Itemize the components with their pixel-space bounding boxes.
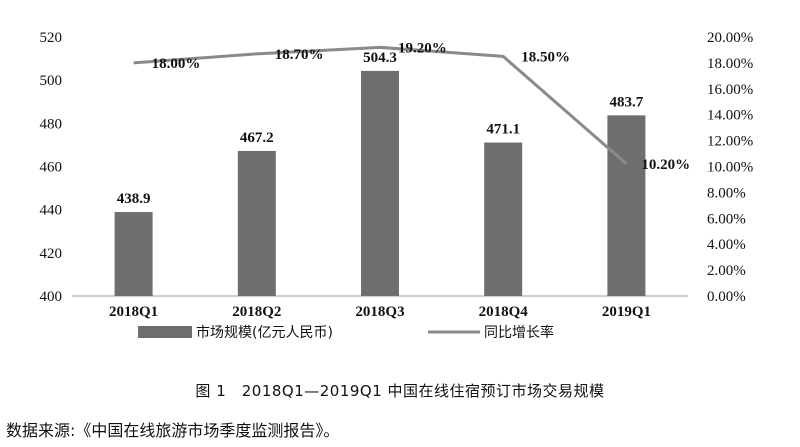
bar-value-label: 467.2	[240, 130, 274, 146]
bar	[484, 142, 523, 296]
y-left-tick-label: 440	[40, 203, 63, 219]
y-right-tick-label: 10.00%	[707, 160, 753, 176]
legend-bar-label: 市场规模(亿元人民币)	[196, 324, 333, 341]
legend-bar-swatch	[138, 326, 192, 338]
data-source-note: 数据来源:《中国在线旅游市场季度监测报告》。	[6, 421, 340, 440]
bar	[114, 212, 153, 296]
bar-value-label: 483.7	[610, 94, 644, 110]
line-value-label: 18.50%	[521, 49, 570, 65]
x-tick-label: 2018Q2	[232, 304, 281, 320]
x-tick-label: 2018Q3	[355, 304, 404, 320]
bar-value-label: 504.3	[363, 50, 397, 66]
y-right-tick-label: 2.00%	[707, 263, 746, 279]
y-right-tick-label: 20.00%	[707, 30, 753, 46]
x-tick-label: 2018Q1	[109, 304, 158, 320]
legend-line-label: 同比增长率	[484, 324, 554, 341]
figure-caption: 图 1 2018Q1—2019Q1 中国在线住宿预订市场交易规模	[195, 382, 605, 400]
y-right-tick-label: 12.00%	[707, 134, 753, 150]
y-right-tick-label: 6.00%	[707, 211, 746, 227]
y-left-tick-label: 460	[40, 160, 63, 176]
x-tick-label: 2018Q4	[479, 304, 529, 320]
bar	[361, 70, 399, 296]
bar	[607, 115, 646, 296]
line-value-label: 18.70%	[275, 47, 324, 63]
y-right-tick-label: 8.00%	[707, 185, 746, 201]
y-right-tick-label: 0.00%	[707, 289, 746, 305]
y-left-tick-label: 520	[40, 30, 63, 46]
x-tick-label: 2019Q1	[602, 304, 651, 320]
y-right-tick-label: 4.00%	[707, 237, 746, 253]
y-left-tick-label: 420	[40, 246, 63, 262]
bar	[237, 150, 276, 296]
y-left-tick-label: 480	[40, 116, 63, 132]
line-value-label: 10.20%	[641, 157, 690, 173]
y-right-tick-label: 14.00%	[707, 108, 753, 124]
chart: 400 420 440 460 480 500 520 0.00% 2.00% 4.00% 6.00…	[40, 30, 754, 341]
line-value-label: 19.20%	[398, 40, 447, 56]
y-right-tick-label: 18.00%	[707, 56, 753, 72]
bar-value-label: 471.1	[486, 122, 520, 138]
y-right-tick-label: 16.00%	[707, 82, 753, 98]
y-left-tick-label: 400	[40, 289, 63, 305]
bar-value-label: 438.9	[117, 191, 151, 207]
y-left-tick-label: 500	[40, 73, 63, 89]
line-value-label: 18.00%	[152, 56, 201, 72]
